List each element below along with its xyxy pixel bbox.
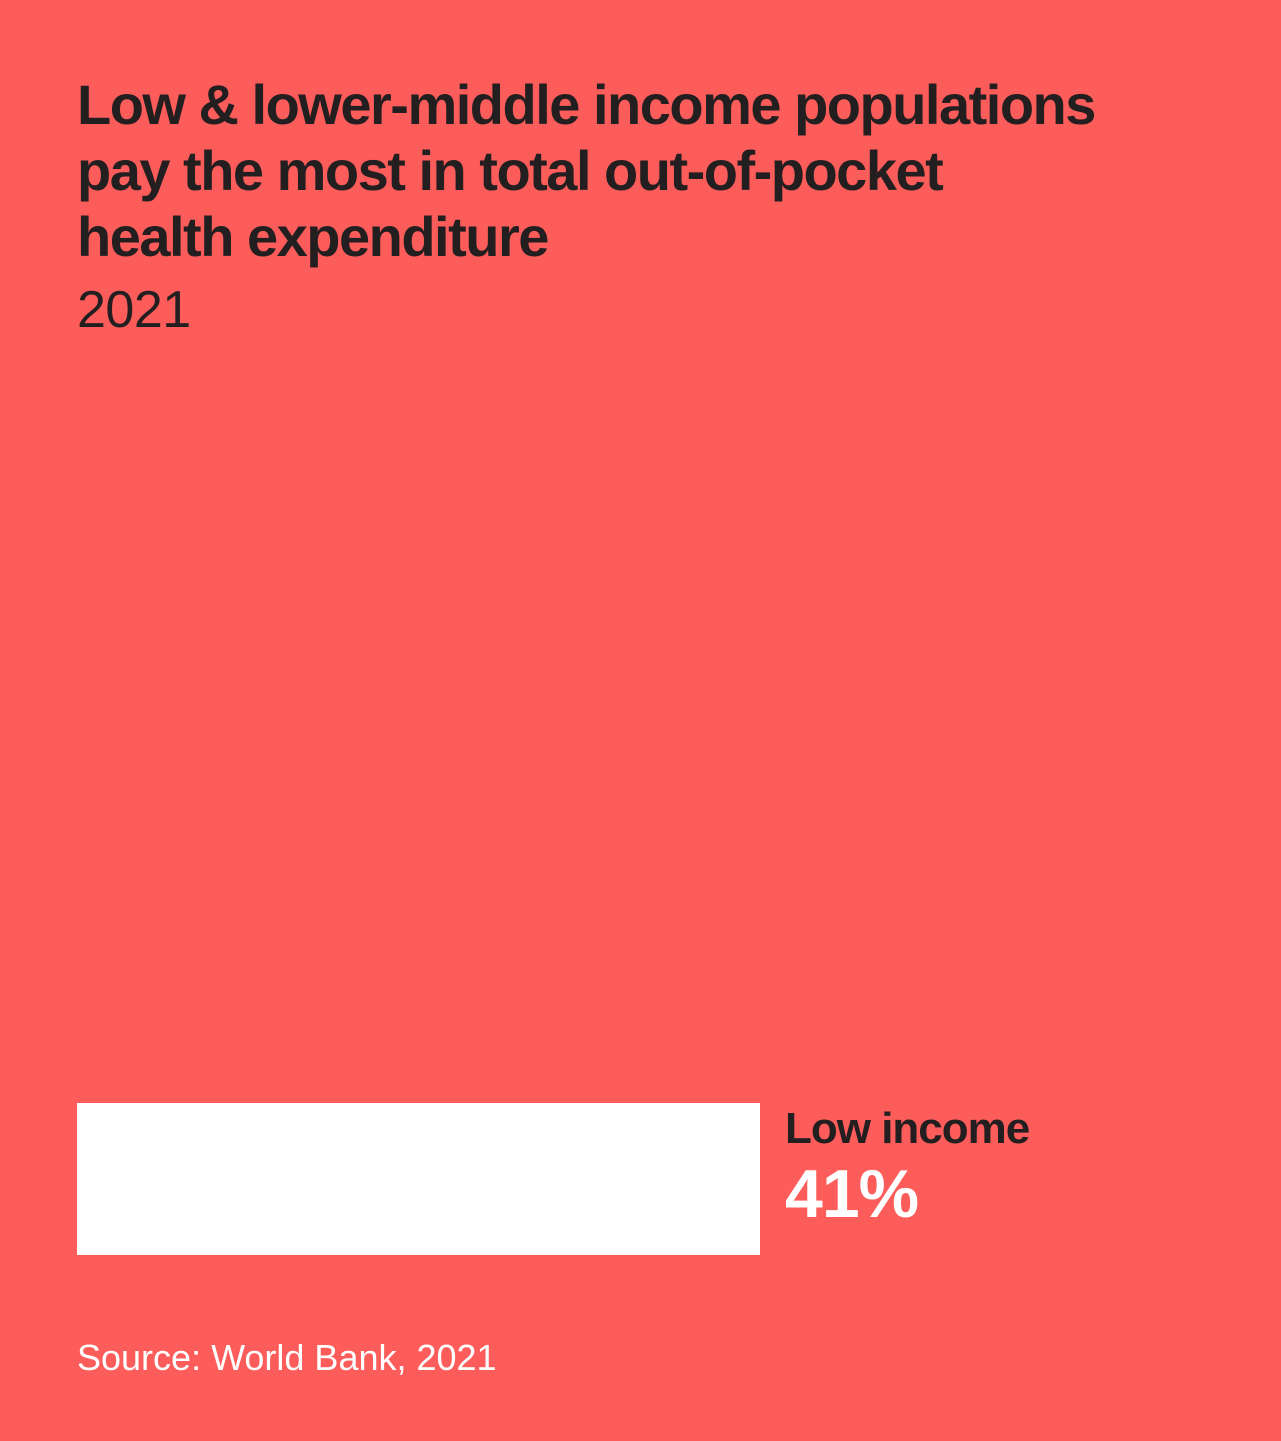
chart-title-line: Low & lower-middle income populations — [77, 73, 1096, 136]
bar-low-income — [77, 1103, 760, 1255]
chart-subtitle: 2021 — [77, 281, 191, 339]
bar-labels: Low income 41% — [785, 1104, 1030, 1232]
bar-category-label: Low income — [785, 1104, 1030, 1153]
bar-chart: Low income 41% — [77, 1103, 1204, 1255]
bar-row: Low income 41% — [77, 1103, 1204, 1255]
bar-track — [77, 1103, 760, 1255]
bar-value-label: 41% — [785, 1156, 919, 1232]
chart-header: Low & lower-middle income populations pa… — [77, 72, 1217, 338]
chart-title-line: pay the most in total out-of-pocket — [77, 139, 944, 202]
source-note: Source: World Bank, 2021 — [77, 1337, 497, 1378]
chart-title-line: health expenditure — [77, 205, 549, 268]
chart-title: Low & lower-middle income populations pa… — [77, 72, 1217, 270]
